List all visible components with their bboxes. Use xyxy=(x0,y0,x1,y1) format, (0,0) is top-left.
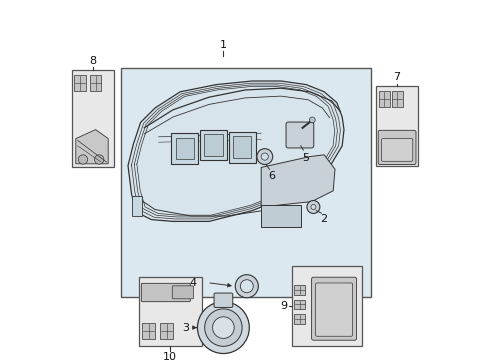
Bar xyxy=(139,277,202,346)
FancyBboxPatch shape xyxy=(312,277,357,340)
Bar xyxy=(376,86,418,166)
Circle shape xyxy=(307,201,320,213)
Bar xyxy=(121,68,371,297)
Circle shape xyxy=(235,275,258,298)
Text: 7: 7 xyxy=(393,72,401,82)
Text: 5: 5 xyxy=(302,153,309,163)
FancyBboxPatch shape xyxy=(141,283,190,302)
Bar xyxy=(292,266,362,346)
Text: 1: 1 xyxy=(220,40,227,50)
FancyBboxPatch shape xyxy=(316,283,353,336)
Circle shape xyxy=(311,204,316,210)
FancyBboxPatch shape xyxy=(74,75,86,91)
FancyBboxPatch shape xyxy=(294,285,305,295)
Bar xyxy=(175,138,194,159)
Bar xyxy=(72,70,114,167)
Text: 6: 6 xyxy=(269,171,275,181)
FancyBboxPatch shape xyxy=(172,286,194,299)
Circle shape xyxy=(205,309,242,346)
FancyBboxPatch shape xyxy=(379,91,390,107)
Text: 10: 10 xyxy=(163,352,177,360)
Polygon shape xyxy=(128,81,344,221)
FancyBboxPatch shape xyxy=(294,314,305,324)
FancyBboxPatch shape xyxy=(160,323,172,339)
FancyBboxPatch shape xyxy=(90,75,101,91)
Text: 9: 9 xyxy=(280,301,288,311)
Bar xyxy=(229,132,256,163)
Circle shape xyxy=(261,153,269,160)
Circle shape xyxy=(213,317,234,338)
Bar xyxy=(261,205,301,227)
Circle shape xyxy=(197,302,249,354)
FancyBboxPatch shape xyxy=(143,323,155,339)
Circle shape xyxy=(240,280,253,293)
Bar xyxy=(200,130,227,160)
Circle shape xyxy=(310,117,315,123)
Text: 8: 8 xyxy=(89,56,97,66)
FancyBboxPatch shape xyxy=(286,122,314,148)
Circle shape xyxy=(257,149,273,165)
Bar xyxy=(171,133,198,164)
FancyBboxPatch shape xyxy=(381,139,413,161)
Circle shape xyxy=(78,155,88,164)
Text: 4: 4 xyxy=(189,278,196,288)
Polygon shape xyxy=(76,130,108,164)
FancyBboxPatch shape xyxy=(214,293,233,307)
FancyBboxPatch shape xyxy=(294,300,305,309)
FancyBboxPatch shape xyxy=(378,130,416,165)
Polygon shape xyxy=(132,196,143,216)
Bar xyxy=(233,136,251,158)
FancyBboxPatch shape xyxy=(392,91,403,107)
Text: 3: 3 xyxy=(182,323,189,333)
Polygon shape xyxy=(261,155,335,207)
Text: 2: 2 xyxy=(320,214,328,224)
Bar xyxy=(204,134,222,156)
Circle shape xyxy=(95,155,104,164)
